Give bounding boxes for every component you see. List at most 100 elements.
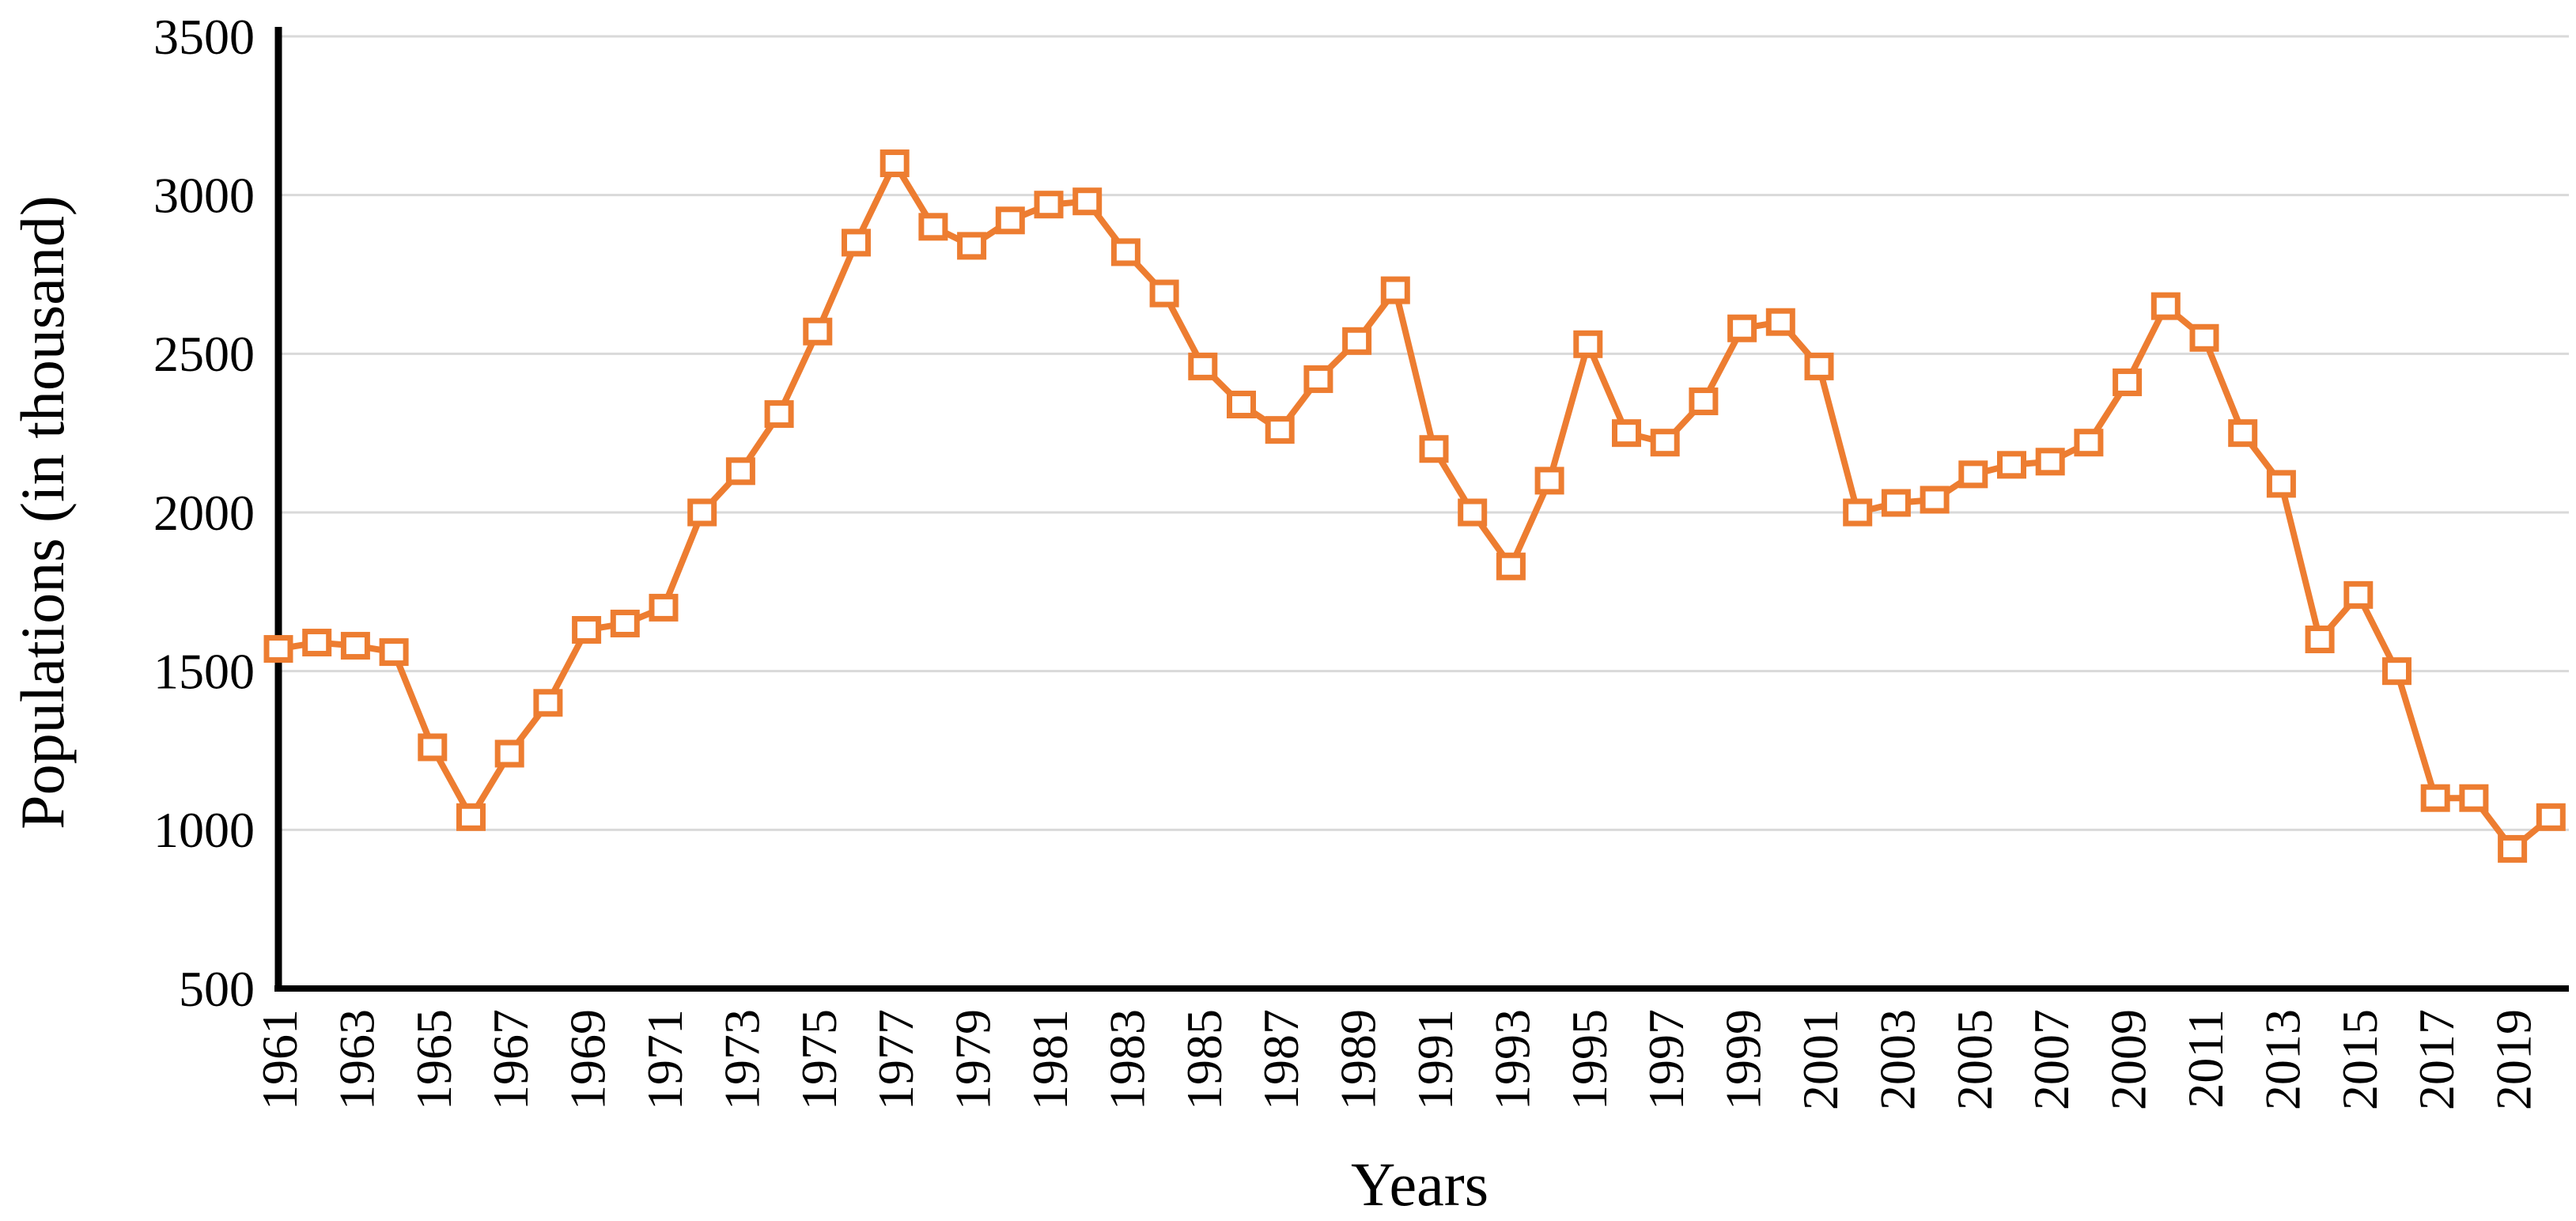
x-tick-label: 2003 [1869,1009,1925,1110]
data-point-marker [1419,435,1449,463]
data-point-marker [263,635,293,663]
data-point-marker [418,733,448,762]
data-point-marker [2035,448,2065,476]
data-point-marker [1303,365,1333,393]
data-point-marker [1612,419,1641,448]
y-tick-label: 3500 [153,9,255,65]
y-axis-tick-labels: 500 1000 1500 2000 2500 3000 3500 [153,9,255,1017]
data-point-marker [2305,626,2335,654]
data-point-marker [1265,416,1295,444]
y-axis-title: Populations (in thousand) [8,195,77,830]
y-tick-label: 2000 [153,485,255,541]
y-tick-label: 500 [179,961,255,1017]
data-point-marker [1958,460,1988,489]
x-tick-label: 2015 [2332,1009,2388,1110]
data-point-marker [803,317,833,346]
x-tick-label: 2007 [2023,1009,2079,1110]
data-point-marker [2420,784,2450,812]
data-point-marker [302,629,332,657]
data-point-marker [2113,368,2143,396]
x-tick-label: 1985 [1176,1009,1232,1110]
x-tick-label: 2005 [1946,1009,2003,1110]
x-axis-tick-labels: 1961 1963 1965 1967 1969 1971 1973 1975 1977 1979… [252,1009,2542,1110]
x-tick-label: 1993 [1484,1009,1540,1110]
data-point-marker [1072,187,1103,216]
x-tick-label: 1991 [1407,1009,1463,1110]
data-point-marker [687,498,717,527]
x-tick-label: 1973 [713,1009,770,1110]
data-point-marker [1188,352,1218,380]
x-tick-label: 1967 [482,1009,539,1110]
x-tick-label: 1981 [1022,1009,1078,1110]
data-point-marker [1110,238,1140,267]
data-point-marker [379,638,409,667]
data-point-marker [494,739,524,768]
gridlines-group [275,35,2569,831]
y-tick-label: 1000 [153,802,255,858]
data-point-marker [1727,314,1757,342]
data-point-marker [1458,498,1488,527]
data-point-marker [2343,580,2374,609]
x-tick-label: 1999 [1715,1009,1772,1110]
data-point-marker [764,400,794,429]
x-tick-label: 1987 [1253,1009,1309,1110]
x-tick-label: 1989 [1330,1009,1386,1110]
x-tick-label: 1963 [328,1009,384,1110]
x-tick-label: 1971 [637,1009,693,1110]
data-point-marker [610,609,640,637]
x-tick-label: 1977 [868,1009,924,1110]
x-tick-label: 2001 [1792,1009,1848,1110]
data-point-marker [2228,419,2258,448]
data-point-marker [1149,279,1179,308]
data-point-marker [2382,657,2411,686]
data-point-marker [1843,498,1873,527]
data-point-marker [533,689,563,717]
series-line [278,160,2553,852]
data-point-marker [2074,429,2104,457]
data-point-marker [2459,784,2489,812]
x-tick-label: 1979 [945,1009,1001,1110]
data-point-marker [2536,803,2566,831]
x-tick-label: 2013 [2254,1009,2310,1110]
x-tick-label: 1961 [252,1009,308,1110]
data-point-marker [1765,308,1795,336]
data-point-marker [1534,467,1564,495]
data-point-marker [725,457,755,486]
data-point-marker [1881,489,1911,517]
data-point-marker [957,232,987,260]
x-tick-label: 1975 [791,1009,847,1110]
data-point-marker [1650,429,1680,457]
data-point-marker [2498,834,2528,863]
x-tick-label: 2019 [2486,1009,2542,1110]
x-tick-label: 1983 [1099,1009,1155,1110]
x-tick-label: 1965 [406,1009,462,1110]
x-tick-label: 1997 [1638,1009,1694,1110]
data-point-marker [1342,327,1372,355]
x-tick-label: 2011 [2177,1009,2234,1109]
data-point-marker [1804,352,1834,380]
data-point-marker [2150,292,2181,320]
y-tick-label: 3000 [153,167,255,223]
data-point-marker [340,632,370,660]
y-tick-label: 2500 [153,326,255,382]
data-point-marker [1689,387,1719,416]
data-point-marker [572,615,602,644]
x-tick-label: 2017 [2408,1009,2464,1110]
axes-group [274,27,2569,992]
data-point-marker [1227,391,1256,419]
data-point-marker [1997,451,2026,479]
data-point-marker [2189,323,2219,352]
data-point-marker [649,593,679,622]
data-point-marker [2266,470,2296,498]
data-point-marker [842,229,871,257]
data-point-marker [1573,330,1603,358]
data-point-marker [879,149,910,178]
data-point-marker [456,803,486,831]
x-tick-label: 1969 [560,1009,616,1110]
x-tick-label: 2009 [2101,1009,2157,1110]
data-point-marker [1496,552,1526,580]
y-tick-label: 1500 [153,643,255,699]
population-series-group [263,149,2566,863]
